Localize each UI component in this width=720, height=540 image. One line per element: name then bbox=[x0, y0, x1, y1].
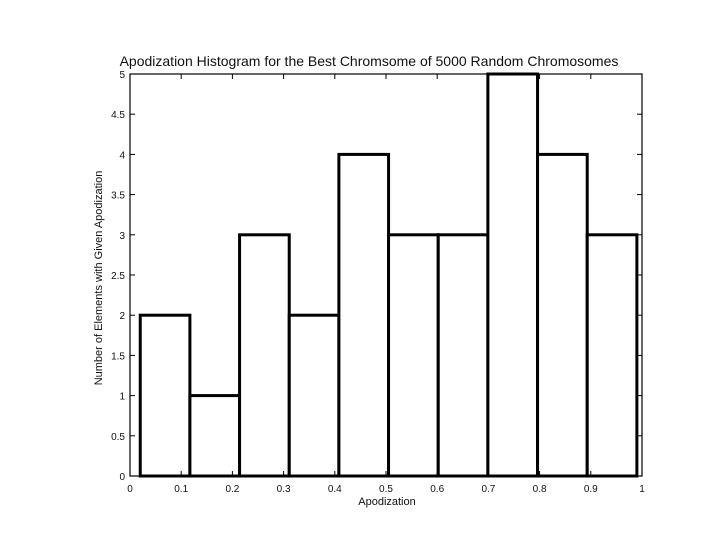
histogram-bar bbox=[387, 233, 440, 478]
y-axis-label: Number of Elements with Given Apodizatio… bbox=[93, 171, 105, 386]
histogram-bar bbox=[188, 394, 242, 478]
x-tick-label: 0.1 bbox=[174, 484, 188, 495]
y-tick-label: 3 bbox=[119, 231, 125, 242]
y-tick-label: 4.5 bbox=[111, 110, 125, 121]
y-tick-label: 1.5 bbox=[111, 351, 125, 362]
y-tick-label: 2.5 bbox=[111, 271, 125, 282]
chart-title: Apodization Histogram for the Best Chrom… bbox=[120, 53, 619, 69]
x-tick-label: 0.9 bbox=[584, 484, 598, 495]
y-tick-label: 4 bbox=[119, 150, 125, 161]
bars-group bbox=[138, 72, 639, 478]
histogram-bar bbox=[536, 152, 589, 478]
x-tick-label: 0.2 bbox=[225, 484, 239, 495]
histogram-bar bbox=[337, 152, 391, 478]
histogram-bar bbox=[287, 313, 341, 478]
histogram-bar bbox=[436, 233, 490, 478]
x-tick-label: 0.6 bbox=[430, 484, 444, 495]
y-tick-label: 1 bbox=[119, 392, 125, 403]
x-tick-label: 0 bbox=[127, 484, 133, 495]
x-tick-label: 0.3 bbox=[277, 484, 291, 495]
histogram-bar bbox=[238, 233, 291, 478]
histogram-bar bbox=[585, 233, 639, 478]
histogram-bar bbox=[138, 313, 192, 478]
x-tick-label: 0.5 bbox=[379, 484, 393, 495]
histogram-bar bbox=[486, 72, 540, 478]
y-tick-label: 2 bbox=[119, 311, 125, 322]
y-tick-label: 5 bbox=[119, 70, 125, 81]
x-tick-label: 0.7 bbox=[481, 484, 495, 495]
x-tick-label: 1 bbox=[639, 484, 645, 495]
x-axis-ticks: 0 0.1 0.2 0.3 0.4 0.5 0.6 0.7 0.8 0.9 1 bbox=[127, 74, 645, 495]
y-tick-label: 3.5 bbox=[111, 191, 125, 202]
x-tick-label: 0.4 bbox=[328, 484, 342, 495]
y-axis-ticks: 0 0.5 1 1.5 2 2.5 3 3.5 4 4.5 5 bbox=[111, 70, 642, 483]
x-axis-label: Apodization bbox=[358, 496, 416, 508]
x-tick-label: 0.8 bbox=[533, 484, 547, 495]
y-tick-label: 0 bbox=[119, 472, 125, 483]
y-tick-label: 0.5 bbox=[111, 432, 125, 443]
